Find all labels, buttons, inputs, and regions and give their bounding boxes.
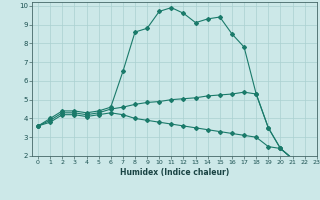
X-axis label: Humidex (Indice chaleur): Humidex (Indice chaleur)	[120, 168, 229, 177]
